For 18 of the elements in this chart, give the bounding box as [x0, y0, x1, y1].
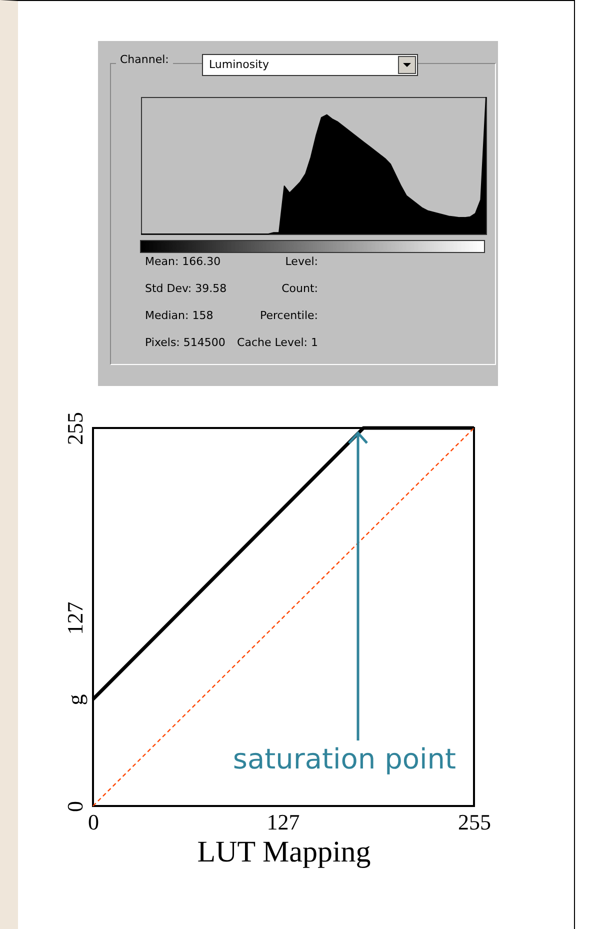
text: Pixels: 514500 — [145, 336, 226, 349]
text: Cache Level: 1 — [237, 336, 318, 349]
x-axis-title: LUT Mapping — [197, 836, 371, 868]
text: Percentile: — [260, 309, 318, 322]
text: Mean: 166.30 — [145, 255, 221, 268]
annotation: saturation point — [232, 742, 456, 776]
text: Count: — [282, 282, 318, 295]
y-tick-label: 0 — [62, 801, 88, 812]
text: Std Dev: 39.58 — [145, 282, 227, 295]
dropdown-field: Luminosity — [202, 54, 418, 76]
y-tick-label: 255 — [62, 412, 88, 445]
x-tick-label: 127 — [266, 810, 300, 834]
x-tick-label: 255 — [458, 810, 491, 834]
text: Level: — [285, 255, 318, 268]
text: Median: 158 — [145, 309, 214, 322]
text: Channel: — [116, 53, 173, 66]
y-tick-label: g — [62, 694, 88, 706]
y-tick-label: 127 — [62, 602, 88, 635]
